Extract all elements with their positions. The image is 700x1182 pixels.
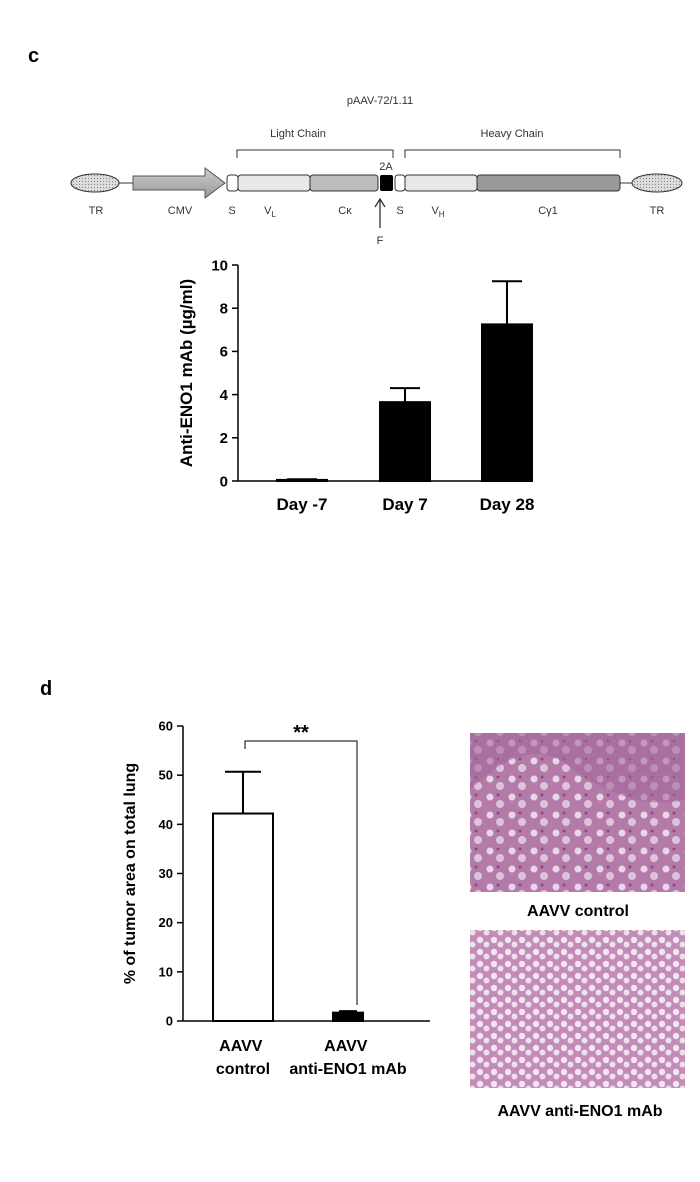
2a-box bbox=[380, 175, 393, 191]
image-caption: AAVV control bbox=[527, 903, 629, 920]
element-label: S bbox=[228, 205, 235, 217]
x-tick-label: Day 28 bbox=[480, 495, 535, 514]
x-tick-label: AAVV control bbox=[216, 1038, 270, 1078]
vh-box bbox=[404, 174, 478, 192]
significance-bracket bbox=[244, 740, 358, 1005]
y-axis-label: % of tumor area on total lung bbox=[122, 763, 139, 984]
significance-label: ** bbox=[293, 722, 309, 744]
y-axis-label: Anti-ENO1 mAb (µg/ml) bbox=[177, 279, 196, 467]
y-tick-label: 60 bbox=[159, 719, 173, 734]
bracket-label: Heavy Chain bbox=[481, 128, 544, 140]
element-label: S bbox=[396, 205, 403, 217]
tr-element bbox=[631, 173, 683, 193]
y-tick-label: 2 bbox=[220, 430, 228, 447]
f-arrow bbox=[374, 197, 386, 228]
tr-element bbox=[70, 173, 120, 193]
element-label-text: CMV bbox=[168, 205, 193, 217]
y-tick-label: 8 bbox=[220, 300, 228, 317]
element-label: VL bbox=[264, 205, 276, 219]
x-tick-label: Day -7 bbox=[276, 495, 327, 514]
y-tick-label: 50 bbox=[159, 768, 173, 783]
vl-box bbox=[237, 174, 311, 192]
y-tick-label: 10 bbox=[159, 964, 173, 979]
bar bbox=[481, 323, 533, 482]
element-subscript: H bbox=[439, 210, 445, 219]
element-label-text: TR bbox=[89, 205, 104, 217]
2a-label: 2A bbox=[379, 161, 393, 173]
element-label-text: S bbox=[396, 205, 403, 217]
bar bbox=[212, 812, 274, 1022]
panel-label: d bbox=[40, 678, 52, 700]
element-label: CMV bbox=[168, 205, 193, 217]
element-label: TR bbox=[89, 205, 104, 217]
element-label-text: TR bbox=[650, 205, 665, 217]
element-label-text: V bbox=[431, 205, 439, 217]
element-label-text: Cκ bbox=[338, 205, 352, 217]
element-label: TR bbox=[650, 205, 665, 217]
y-tick-label: 10 bbox=[211, 257, 228, 274]
ck-box bbox=[309, 174, 379, 192]
element-label: VH bbox=[431, 205, 444, 219]
construct-diagram: pAAV-72/1.11 Light Chain Heavy Chain 2A … bbox=[70, 95, 683, 247]
element-label-text: S bbox=[228, 205, 235, 217]
bar bbox=[276, 478, 328, 483]
cmv-promoter bbox=[132, 167, 226, 199]
y-tick-label: 20 bbox=[159, 915, 173, 930]
f-label: F bbox=[377, 235, 384, 247]
bracket bbox=[236, 149, 394, 158]
y-tick-label: 0 bbox=[166, 1014, 173, 1029]
x-tick-label: Day 7 bbox=[382, 495, 427, 514]
bracket bbox=[404, 149, 621, 158]
tissue-region bbox=[470, 733, 685, 803]
bar bbox=[332, 1011, 364, 1022]
element-subscript: L bbox=[271, 210, 276, 219]
y-tick-label: 30 bbox=[159, 866, 173, 881]
bracket-label: Light Chain bbox=[270, 128, 326, 140]
element-label-text: V bbox=[264, 205, 272, 217]
y-tick-label: 6 bbox=[220, 344, 228, 361]
histology-image bbox=[470, 930, 685, 1088]
bar bbox=[379, 401, 431, 482]
x-tick-label: AAVV anti-ENO1 mAb bbox=[289, 1038, 407, 1078]
panel-label: c bbox=[28, 45, 39, 67]
diagram-title: pAAV-72/1.11 bbox=[347, 95, 413, 107]
element-label: Cγ1 bbox=[538, 205, 558, 217]
y-tick-label: 4 bbox=[220, 387, 229, 404]
y-tick-label: 0 bbox=[220, 473, 228, 490]
cg1-box bbox=[476, 174, 621, 192]
element-label-text: Cγ1 bbox=[538, 205, 558, 217]
signal-box bbox=[394, 174, 406, 192]
y-tick-label: 40 bbox=[159, 817, 173, 832]
signal-box bbox=[226, 174, 239, 192]
image-caption: AAVV anti-ENO1 mAb bbox=[497, 1103, 662, 1120]
element-label: Cκ bbox=[338, 205, 352, 217]
